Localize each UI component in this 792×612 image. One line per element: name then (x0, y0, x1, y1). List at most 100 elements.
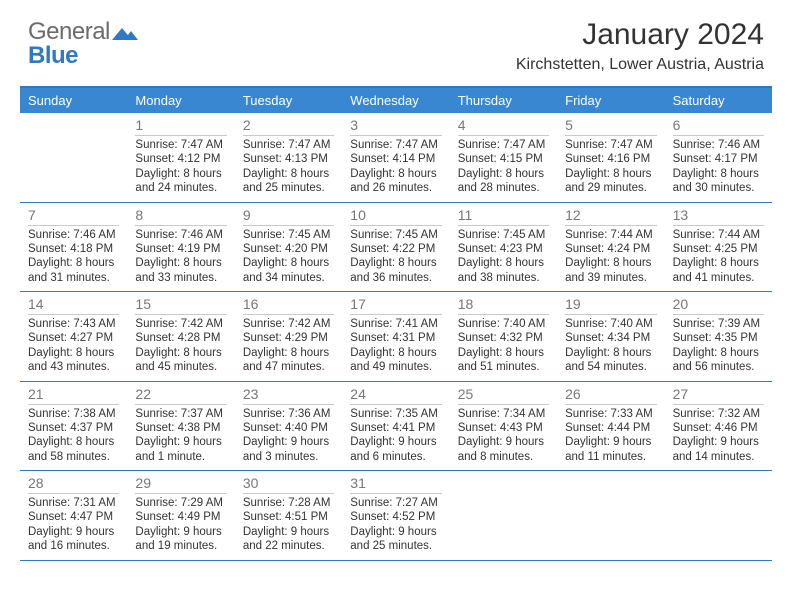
day-info-line: Sunset: 4:43 PM (458, 421, 549, 435)
day-info-line: Sunrise: 7:38 AM (28, 407, 119, 421)
day-number: 17 (350, 294, 441, 315)
title-block: January 2024 Kirchstetten, Lower Austria… (516, 18, 764, 74)
calendar-day (665, 471, 772, 560)
day-info-line: and 38 minutes. (458, 271, 549, 285)
day-info-line: and 24 minutes. (135, 181, 226, 195)
day-info-line: Sunrise: 7:47 AM (350, 138, 441, 152)
day-number: 9 (243, 205, 334, 226)
calendar-day: 11Sunrise: 7:45 AMSunset: 4:23 PMDayligh… (450, 203, 557, 292)
day-info-line: Daylight: 8 hours (28, 346, 119, 360)
day-number: 24 (350, 384, 441, 405)
day-info-line: Sunrise: 7:45 AM (350, 228, 441, 242)
calendar-day: 12Sunrise: 7:44 AMSunset: 4:24 PMDayligh… (557, 203, 664, 292)
page-title: January 2024 (516, 18, 764, 52)
day-number: 29 (135, 473, 226, 494)
day-info-line: Daylight: 9 hours (243, 435, 334, 449)
day-number: 14 (28, 294, 119, 315)
day-info-line: Sunrise: 7:45 AM (458, 228, 549, 242)
day-number: 19 (565, 294, 656, 315)
calendar-day: 15Sunrise: 7:42 AMSunset: 4:28 PMDayligh… (127, 292, 234, 381)
day-info-line: Daylight: 9 hours (350, 435, 441, 449)
day-info-line: Sunset: 4:40 PM (243, 421, 334, 435)
calendar-day: 30Sunrise: 7:28 AMSunset: 4:51 PMDayligh… (235, 471, 342, 560)
day-info-line: Sunrise: 7:36 AM (243, 407, 334, 421)
day-info-line: Daylight: 9 hours (135, 525, 226, 539)
day-info-line: Sunrise: 7:42 AM (243, 317, 334, 331)
day-info-line: Sunrise: 7:44 AM (673, 228, 764, 242)
day-number: 4 (458, 115, 549, 136)
day-info-line: and 1 minute. (135, 450, 226, 464)
day-info-line: Sunset: 4:25 PM (673, 242, 764, 256)
day-info-line: and 26 minutes. (350, 181, 441, 195)
day-number: 27 (673, 384, 764, 405)
day-info-line: Sunrise: 7:32 AM (673, 407, 764, 421)
calendar-day (450, 471, 557, 560)
brand-word1: General (28, 18, 110, 45)
calendar-week: 7Sunrise: 7:46 AMSunset: 4:18 PMDaylight… (20, 203, 772, 293)
calendar-day: 17Sunrise: 7:41 AMSunset: 4:31 PMDayligh… (342, 292, 449, 381)
day-number: 20 (673, 294, 764, 315)
day-info-line: Sunset: 4:15 PM (458, 152, 549, 166)
weekday-header: Sunday (20, 88, 127, 113)
calendar-day: 25 Sunrise: 7:34 AMSunset: 4:43 PMDayligh… (450, 382, 557, 471)
day-info-line: Daylight: 8 hours (350, 256, 441, 270)
day-number: 31 (350, 473, 441, 494)
day-info-line: Daylight: 8 hours (243, 256, 334, 270)
day-info-line: Daylight: 9 hours (458, 435, 549, 449)
calendar-day: 9Sunrise: 7:45 AMSunset: 4:20 PMDaylight… (235, 203, 342, 292)
calendar-day: 18Sunrise: 7:40 AMSunset: 4:32 PMDayligh… (450, 292, 557, 381)
day-info-line: Sunrise: 7:28 AM (243, 496, 334, 510)
day-number: 3 (350, 115, 441, 136)
day-info-line: Sunset: 4:13 PM (243, 152, 334, 166)
day-number: 25 (458, 384, 549, 405)
calendar-day (557, 471, 664, 560)
day-info-line: and 39 minutes. (565, 271, 656, 285)
day-number: 26 (565, 384, 656, 405)
day-number: 30 (243, 473, 334, 494)
day-info-line: and 30 minutes. (673, 181, 764, 195)
day-info-line: Daylight: 9 hours (350, 525, 441, 539)
day-info-line: Sunset: 4:19 PM (135, 242, 226, 256)
day-info-line: Sunset: 4:46 PM (673, 421, 764, 435)
calendar-day: 3Sunrise: 7:47 AMSunset: 4:14 PMDaylight… (342, 113, 449, 202)
brand-logo: General Blue (28, 18, 138, 70)
day-info-line: Sunset: 4:17 PM (673, 152, 764, 166)
day-info-line: Sunrise: 7:27 AM (350, 496, 441, 510)
day-info-line: Sunrise: 7:31 AM (28, 496, 119, 510)
day-info-line: Daylight: 8 hours (565, 256, 656, 270)
day-info-line: and 45 minutes. (135, 360, 226, 374)
calendar-day: 6Sunrise: 7:46 AMSunset: 4:17 PMDaylight… (665, 113, 772, 202)
weekday-header: Friday (557, 88, 664, 113)
day-info-line: Daylight: 9 hours (243, 525, 334, 539)
day-number: 5 (565, 115, 656, 136)
calendar-day: 2Sunrise: 7:47 AMSunset: 4:13 PMDaylight… (235, 113, 342, 202)
day-info-line: Sunset: 4:29 PM (243, 331, 334, 345)
day-info-line: and 29 minutes. (565, 181, 656, 195)
weekday-header: Thursday (450, 88, 557, 113)
day-info-line: Daylight: 8 hours (243, 167, 334, 181)
day-info-line: Sunset: 4:49 PM (135, 510, 226, 524)
calendar-body: 1Sunrise: 7:47 AMSunset: 4:12 PMDaylight… (20, 113, 772, 561)
day-info-line: Sunrise: 7:34 AM (458, 407, 549, 421)
calendar-day: 16Sunrise: 7:42 AMSunset: 4:29 PMDayligh… (235, 292, 342, 381)
day-info-line: Sunset: 4:41 PM (350, 421, 441, 435)
day-info-line: Sunrise: 7:40 AM (565, 317, 656, 331)
day-number: 18 (458, 294, 549, 315)
day-info-line: Daylight: 8 hours (673, 256, 764, 270)
day-number: 2 (243, 115, 334, 136)
day-info-line: Sunset: 4:16 PM (565, 152, 656, 166)
day-info-line: Daylight: 8 hours (458, 256, 549, 270)
day-info-line: Sunset: 4:28 PM (135, 331, 226, 345)
day-info-line: Sunrise: 7:40 AM (458, 317, 549, 331)
day-info-line: and 25 minutes. (243, 181, 334, 195)
day-info-line: Sunrise: 7:43 AM (28, 317, 119, 331)
day-info-line: and 25 minutes. (350, 539, 441, 553)
calendar-day: 24Sunrise: 7:35 AMSunset: 4:41 PMDayligh… (342, 382, 449, 471)
day-info-line: and 6 minutes. (350, 450, 441, 464)
day-info-line: Daylight: 8 hours (673, 346, 764, 360)
day-info-line: Sunrise: 7:47 AM (565, 138, 656, 152)
calendar: SundayMondayTuesdayWednesdayThursdayFrid… (20, 86, 772, 561)
day-number: 8 (135, 205, 226, 226)
brand-text: General Blue (28, 18, 110, 70)
day-info-line: Daylight: 8 hours (135, 346, 226, 360)
